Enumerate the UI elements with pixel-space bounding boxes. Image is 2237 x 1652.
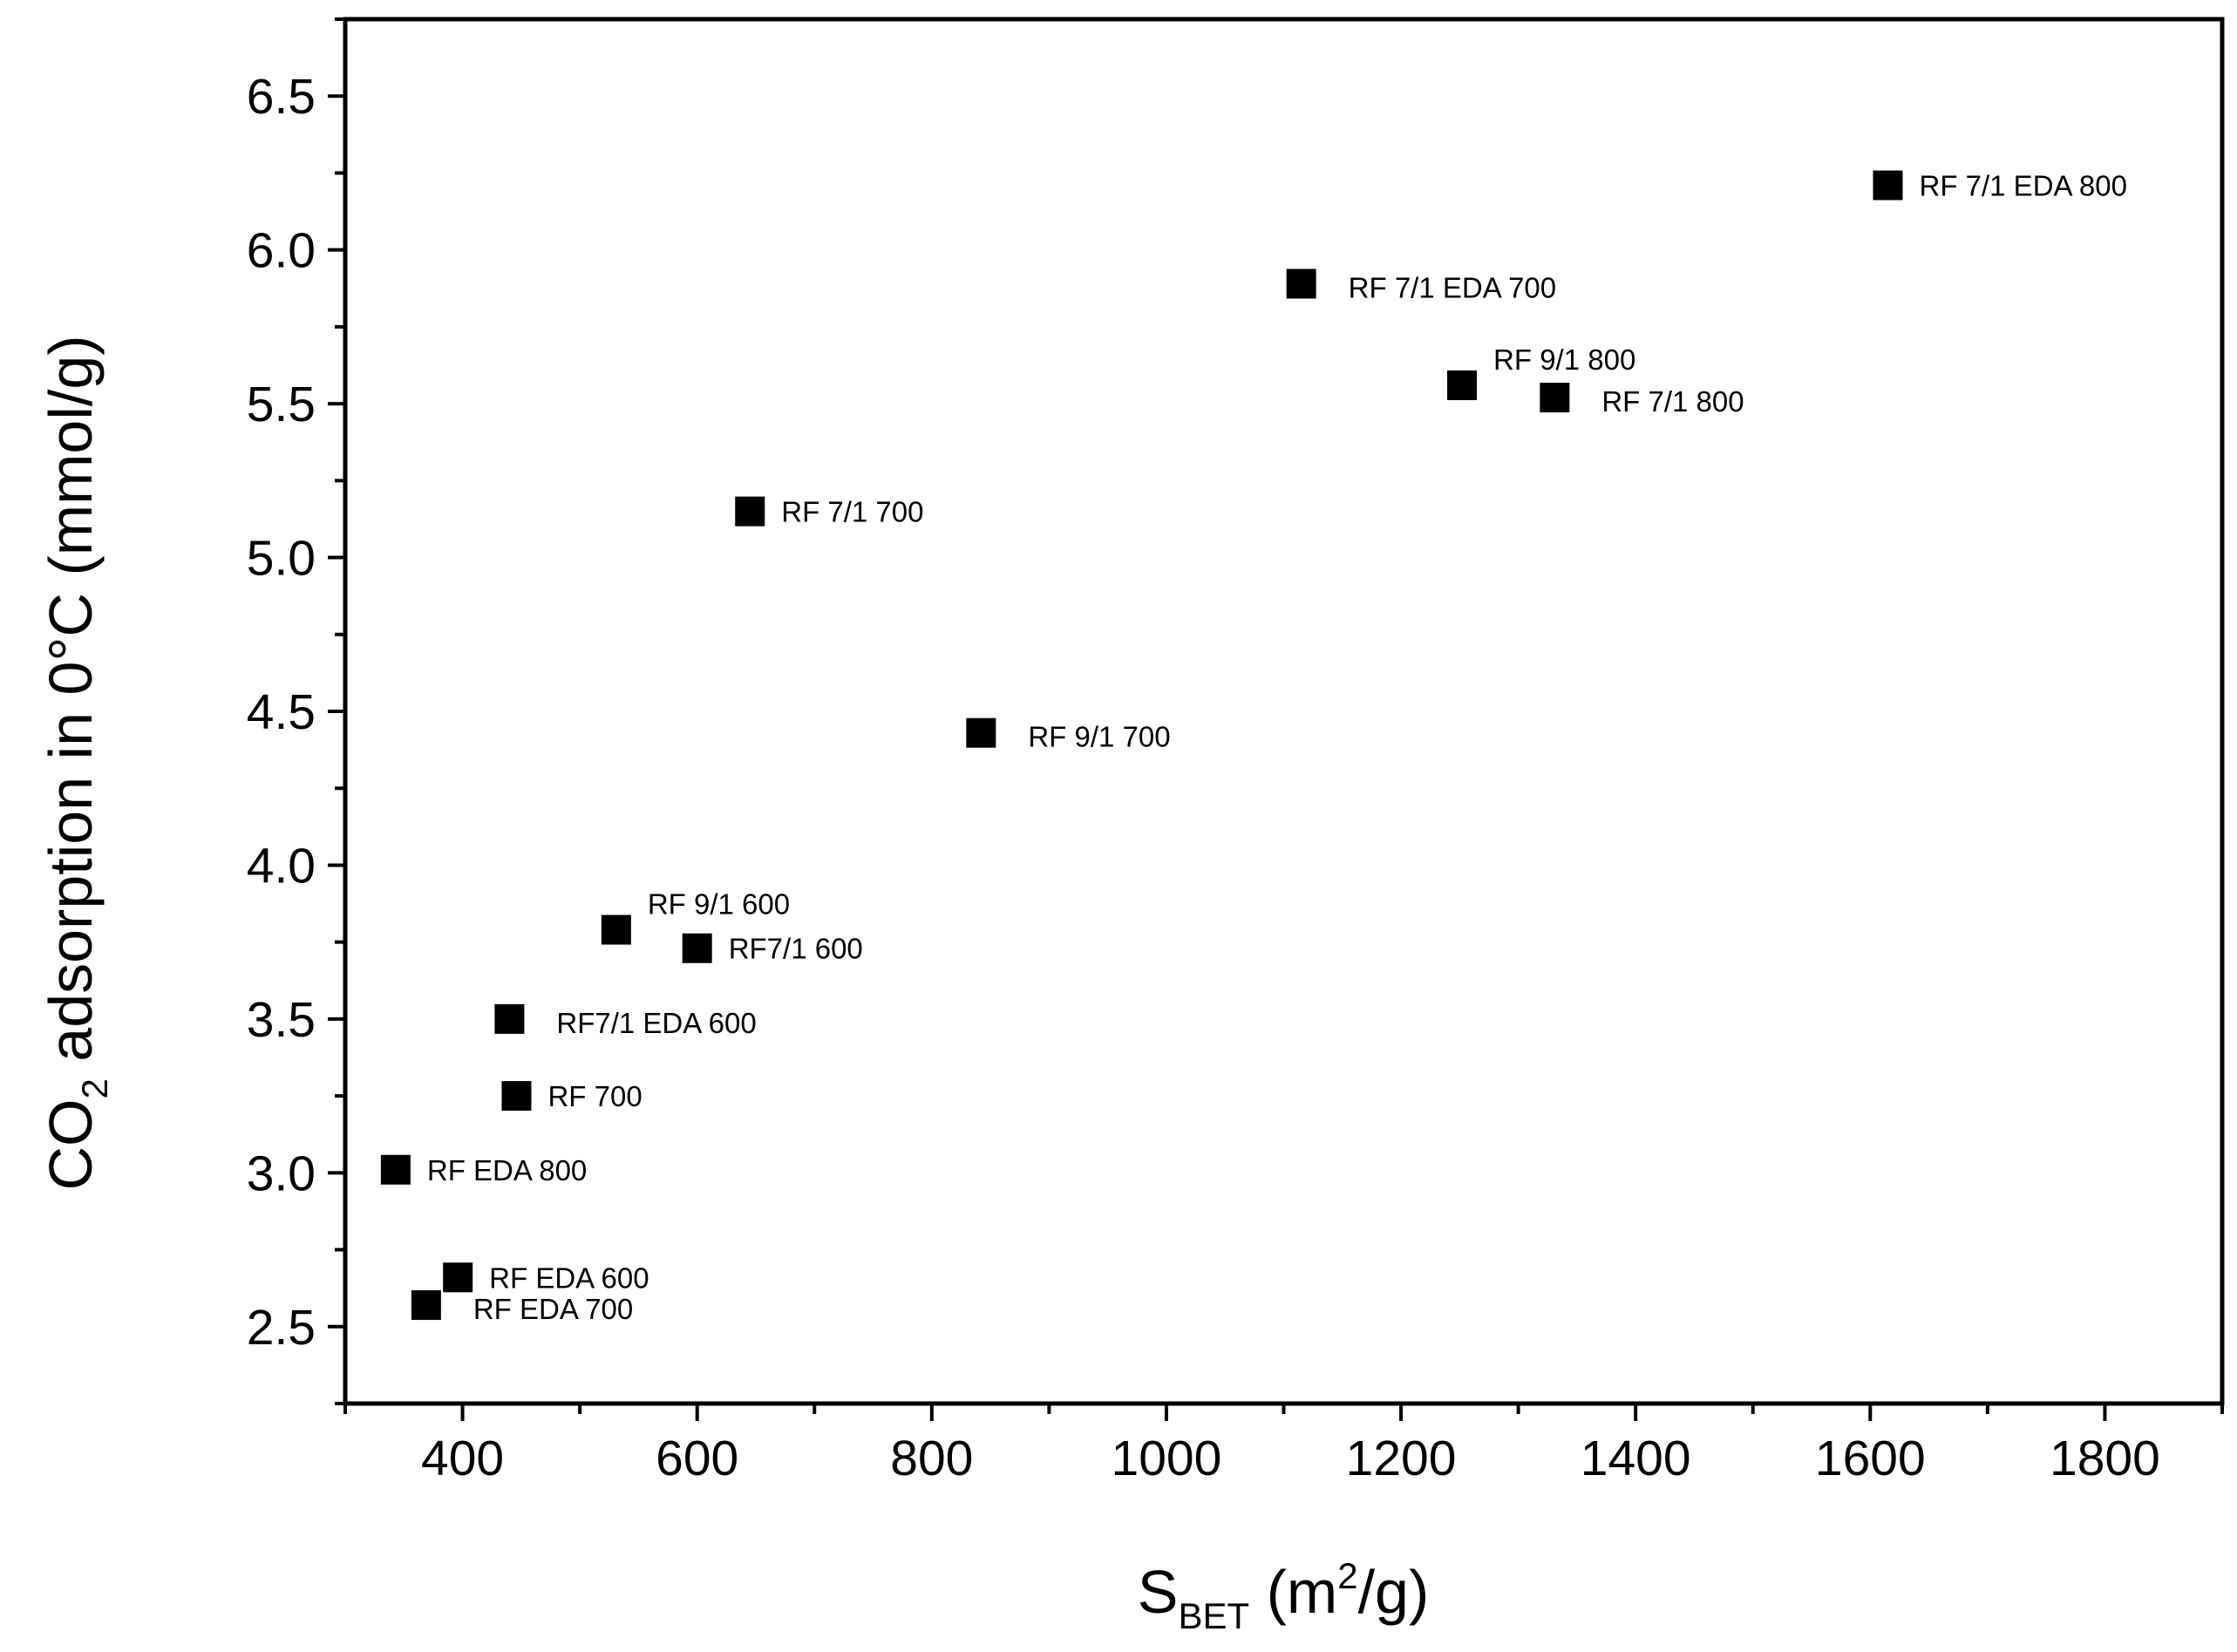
y-tick-label: 6.5 xyxy=(247,69,316,125)
data-point-marker xyxy=(682,933,712,963)
y-axis-title: CO2 adsorption in 0°C (mmol/g) xyxy=(37,335,115,1190)
x-axis-title-unit-end: /g) xyxy=(1358,1558,1430,1626)
data-point-marker xyxy=(501,1081,532,1112)
y-tick-label: 3.0 xyxy=(247,1146,316,1201)
x-axis-title: SBET (m2/g) xyxy=(1138,1555,1430,1636)
data-point-marker xyxy=(601,914,631,945)
y-axis-title-main: CO xyxy=(37,1099,105,1191)
x-tick-label: 600 xyxy=(656,1431,738,1486)
data-point-label: RF 7/1 800 xyxy=(1601,385,1744,418)
y-axis-ticks: 2.5 3.0 3.5 4.0 4.5 5.0 5.5 6.0 6.5 xyxy=(247,17,345,1405)
data-point-label: RF EDA 700 xyxy=(473,1293,633,1325)
y-tick-label: 4.5 xyxy=(247,684,316,740)
data-point-label: RF 7/1 700 xyxy=(781,496,923,528)
x-tick-label: 400 xyxy=(421,1431,504,1486)
x-tick-label: 1400 xyxy=(1581,1431,1691,1486)
y-axis-title-rest: adsorption in 0°C (mmol/g) xyxy=(37,335,105,1078)
data-point-marker xyxy=(966,717,996,748)
data-point-label: RF 700 xyxy=(547,1080,642,1112)
data-point-label: RF 7/1 EDA 800 xyxy=(1919,170,2126,202)
x-axis-ticks: 400 600 800 1000 1200 1400 1600 1800 xyxy=(343,1404,2224,1486)
x-tick-label: 1200 xyxy=(1346,1431,1457,1486)
data-point-marker xyxy=(1540,383,1570,413)
data-points: RF 7/1 EDA 800 RF 7/1 EDA 700 RF 9/1 800 RF… xyxy=(380,170,2127,1325)
data-point-label: RF 9/1 600 xyxy=(648,888,790,921)
x-axis-title-unit: (m xyxy=(1249,1558,1337,1626)
y-tick-label: 5.5 xyxy=(247,377,316,432)
data-point-label: RF7/1 EDA 600 xyxy=(556,1007,756,1039)
data-point-label: RF7/1 600 xyxy=(729,933,863,965)
plot-frame xyxy=(343,17,2225,1406)
data-point-marker xyxy=(443,1262,473,1293)
x-axis-title-main: S xyxy=(1138,1558,1179,1626)
y-axis-title-subscript: 2 xyxy=(74,1078,115,1098)
data-point-label: RF 9/1 800 xyxy=(1493,343,1635,376)
data-point-marker xyxy=(735,496,765,527)
data-point-marker xyxy=(1286,269,1316,299)
data-point-marker xyxy=(1873,170,1903,201)
data-point-marker xyxy=(411,1290,441,1321)
data-point-label: RF 9/1 700 xyxy=(1028,721,1170,753)
data-point-label: RF 7/1 EDA 700 xyxy=(1349,271,1556,303)
data-point-marker xyxy=(494,1003,525,1034)
x-tick-label: 800 xyxy=(890,1431,973,1486)
x-tick-label: 1000 xyxy=(1112,1431,1222,1486)
y-tick-label: 5.0 xyxy=(247,531,316,587)
x-tick-label: 1800 xyxy=(2050,1431,2160,1486)
data-point-marker xyxy=(380,1154,411,1185)
x-axis-title-subscript: BET xyxy=(1178,1595,1249,1636)
y-tick-label: 4.0 xyxy=(247,838,316,894)
x-axis-title-superscript: 2 xyxy=(1337,1555,1357,1596)
data-point-label: RF EDA 800 xyxy=(427,1154,587,1186)
y-tick-label: 3.5 xyxy=(247,992,316,1048)
y-tick-label: 2.5 xyxy=(247,1300,316,1356)
data-point-label: RF EDA 600 xyxy=(489,1261,649,1294)
y-tick-label: 6.0 xyxy=(247,223,316,279)
data-point-marker xyxy=(1447,370,1478,400)
x-tick-label: 1600 xyxy=(1815,1431,1926,1486)
